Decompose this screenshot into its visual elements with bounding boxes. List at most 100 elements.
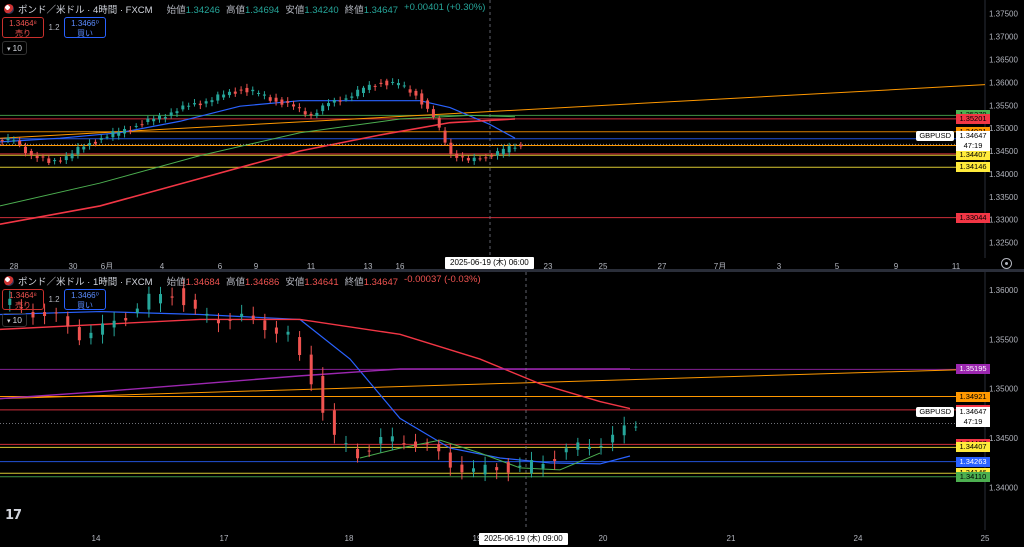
- time-axis-label: 3: [777, 262, 782, 270]
- time-axis-label: 4: [160, 262, 165, 270]
- price-level-tag[interactable]: 1.35201: [956, 113, 990, 124]
- candle-body: [222, 94, 226, 98]
- candle-body: [268, 97, 272, 101]
- candle-body: [193, 299, 197, 309]
- buy-label: 買い: [77, 29, 93, 38]
- candle-body: [373, 85, 377, 87]
- candle-body: [182, 288, 186, 306]
- candle-body: [478, 158, 482, 160]
- candle-body: [93, 141, 97, 144]
- candle-body: [437, 117, 441, 128]
- candle-body: [89, 332, 93, 339]
- candle-body: [472, 157, 476, 162]
- current-price: 1.34647: [959, 407, 987, 416]
- candle-body: [263, 320, 267, 331]
- candle-body: [159, 294, 162, 304]
- candle-body: [350, 96, 354, 98]
- price-level-tag[interactable]: 1.35195: [956, 364, 990, 375]
- candle-body: [210, 100, 214, 103]
- candle-body: [66, 316, 70, 327]
- candle-body: [245, 87, 249, 93]
- symbol-title[interactable]: ポンド／米ドル · 4時間 · FXCM: [18, 5, 153, 16]
- candle-body: [88, 143, 92, 146]
- ohlc-value: 1.34246: [185, 5, 220, 16]
- trade-buttons: 1.3464⁸ 売り 1.2 1.3466⁰ 買い: [2, 289, 106, 310]
- price-axis-label: 1.32500: [989, 239, 1018, 248]
- current-price-tag: 1.34647 47:19: [956, 131, 990, 151]
- ohlc-item: 高値1.34686: [226, 274, 279, 288]
- price-level-tag[interactable]: 1.34110: [956, 471, 990, 482]
- time-axis-label: 6: [218, 262, 223, 270]
- candle-body: [425, 443, 429, 445]
- time-axis-label: 11: [307, 262, 316, 270]
- buy-button[interactable]: 1.3466⁰ 買い: [64, 17, 106, 38]
- candle-body: [77, 327, 81, 341]
- price-axis-label: 1.35000: [989, 124, 1018, 133]
- tradingview-logo-icon[interactable]: 17: [5, 508, 22, 523]
- price-level-tag[interactable]: 1.34407: [956, 150, 990, 161]
- candle-body: [286, 331, 290, 335]
- trade-buttons: 1.3464⁸ 売り 1.2 1.3466⁰ 買い: [2, 17, 106, 38]
- ohlc-value: 1.34684: [185, 277, 220, 288]
- moving-average-line: [0, 118, 516, 226]
- price-axis-label: 1.34000: [989, 170, 1018, 179]
- candle-body: [12, 140, 16, 142]
- candle-body: [175, 111, 179, 114]
- price-level-tag[interactable]: 1.34263: [956, 456, 990, 467]
- quantity-selector[interactable]: ▾ 10: [2, 41, 27, 55]
- quantity-selector[interactable]: ▾ 10: [2, 313, 27, 327]
- candle-body: [396, 82, 400, 86]
- candle-body: [414, 90, 418, 96]
- candle-body: [367, 450, 371, 452]
- symbol-title[interactable]: ポンド／米ドル · 1時間 · FXCM: [18, 277, 153, 288]
- candle-body: [541, 463, 545, 469]
- candle-body: [19, 307, 23, 309]
- price-level-tag[interactable]: 1.34921: [956, 391, 990, 402]
- candle-body: [599, 445, 603, 448]
- sell-label: 売り: [15, 301, 31, 310]
- candle-body: [274, 327, 278, 334]
- buy-button[interactable]: 1.3466⁰ 買い: [64, 289, 106, 310]
- candle-body: [23, 146, 27, 153]
- price-level-tag[interactable]: 1.33044: [956, 212, 990, 223]
- candle-body: [292, 104, 296, 107]
- candle-body: [147, 293, 151, 310]
- candle-body: [466, 158, 470, 161]
- time-axis-label: 28: [10, 262, 19, 270]
- ohlc-value: 1.34240: [304, 5, 339, 16]
- price-axis-label: 1.37000: [989, 33, 1018, 42]
- time-axis-label: 21: [727, 534, 736, 543]
- price-level-tag[interactable]: 1.34146: [956, 162, 990, 173]
- candle-body: [124, 318, 128, 321]
- ohlc-key: 始値: [166, 277, 186, 288]
- time-axis-label: 18: [345, 534, 354, 543]
- symbol-legend: ポンド／米ドル · 1時間 · FXCM 始値1.34684 高値1.34686 安…: [4, 274, 481, 288]
- candle-body: [622, 425, 626, 436]
- candle-body: [286, 101, 290, 103]
- candle-body: [187, 105, 191, 107]
- pane-divider[interactable]: [0, 269, 1024, 272]
- candle-body: [112, 320, 116, 328]
- candle-body: [140, 124, 144, 126]
- candle-body: [518, 465, 522, 467]
- time-axis-label: 25: [981, 534, 990, 543]
- ohlc-value: 1.34694: [244, 5, 280, 16]
- price-level-tag[interactable]: 1.34407: [956, 442, 990, 453]
- sell-button[interactable]: 1.3464⁸ 売り: [2, 289, 44, 310]
- chart-pane-4h[interactable]: 1.37500 1.37000 1.36500 1.36000 1.35500 1.350…: [0, 0, 1024, 270]
- price-axis-label: 1.37500: [989, 10, 1018, 19]
- gear-icon[interactable]: [1001, 258, 1012, 269]
- price-chart-1h[interactable]: 1.36000 1.35500 1.35000 1.34500 1.34000 14 17 1…: [0, 272, 1024, 547]
- price-axis-label: 1.36000: [989, 78, 1018, 87]
- crosshair-time-label: 2025-06-19 (木) 09:00: [479, 533, 568, 545]
- candle-body: [216, 319, 220, 324]
- spread-value: 1.2: [48, 23, 60, 32]
- ohlc-item: +0.00401 (+0.30%): [404, 2, 485, 16]
- candle-body: [152, 118, 156, 122]
- candle-body: [309, 113, 313, 116]
- sell-price: 1.3464⁸: [9, 19, 37, 28]
- price-chart-4h[interactable]: 1.37500 1.37000 1.36500 1.36000 1.35500 1.350…: [0, 0, 1024, 270]
- sell-button[interactable]: 1.3464⁸ 売り: [2, 17, 44, 38]
- price-axis-label: 1.36500: [989, 55, 1018, 64]
- chart-pane-1h[interactable]: 1.36000 1.35500 1.35000 1.34500 1.34000 14 17 1…: [0, 272, 1024, 547]
